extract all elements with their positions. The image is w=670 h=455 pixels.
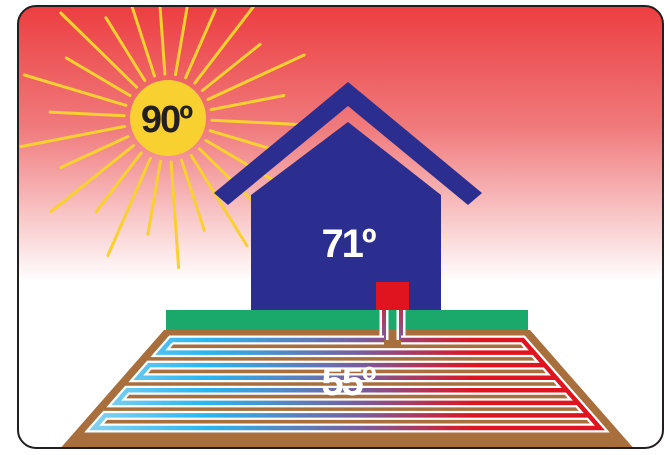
sun-ray	[169, 160, 181, 270]
ground-loop-pipe	[89, 337, 605, 431]
sun-ray	[64, 56, 132, 98]
ground-temperature-label: 55º	[321, 360, 375, 404]
house	[214, 82, 482, 318]
sun-temperature-label: 90º	[141, 99, 193, 141]
ground-loop-pipes	[84, 335, 610, 433]
sun-ray	[180, 158, 206, 232]
sun-ray	[120, 6, 156, 78]
riser-pipes	[379, 310, 406, 340]
sun-ray	[49, 144, 136, 214]
frame-border	[17, 5, 664, 449]
heat-pump-unit	[376, 282, 409, 310]
sun-ray	[200, 42, 262, 92]
sun-ray	[184, 8, 217, 80]
sun-ray	[106, 156, 152, 257]
sun-ray	[189, 153, 249, 248]
house-temperature-label: 71º	[321, 222, 375, 266]
sun-ray	[193, 6, 261, 85]
sun-ray	[48, 110, 126, 118]
sun-ray	[209, 94, 286, 112]
sun-ray	[158, 6, 167, 76]
sun-ray	[206, 53, 306, 101]
sun-ray	[146, 159, 162, 236]
sun	[130, 80, 206, 156]
sun-ray	[94, 151, 143, 214]
sun-ray	[19, 124, 127, 149]
sun-ray	[22, 73, 128, 107]
sun-rays	[19, 6, 320, 270]
sun-ray	[174, 6, 195, 77]
sun-ray	[104, 16, 147, 83]
house-body	[251, 122, 441, 318]
sun-ray	[59, 11, 139, 89]
sun-ray	[59, 135, 130, 169]
grass-strip	[166, 310, 528, 330]
house-roof	[214, 82, 482, 205]
